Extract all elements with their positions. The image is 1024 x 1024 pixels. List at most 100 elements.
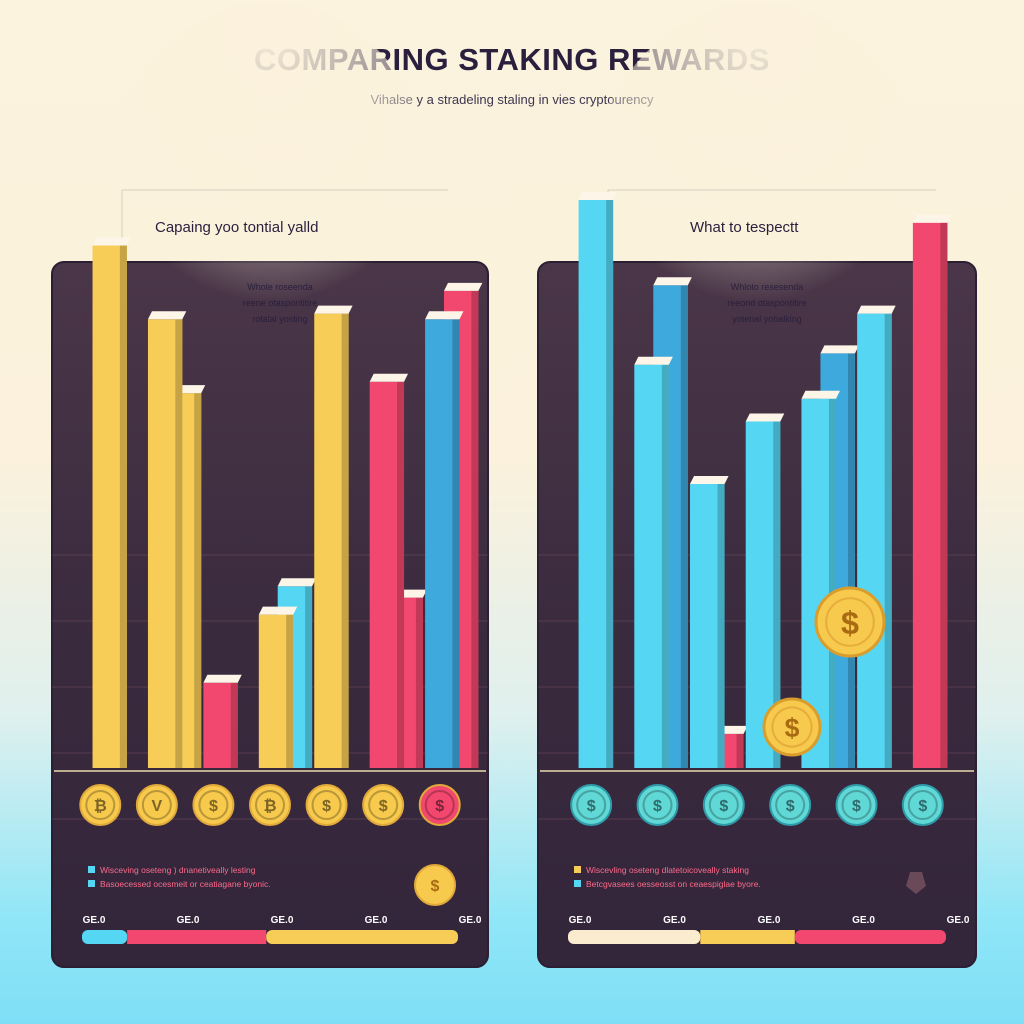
bar-series-1-side xyxy=(661,364,669,768)
left-chart-panel: Capaing yoo tontial yalld Whole roseenda r… xyxy=(51,2,489,968)
chart-note-line: Whloto resesenda xyxy=(731,282,804,292)
bar-series-2-top xyxy=(277,578,317,587)
bar-series-2-side xyxy=(415,597,423,768)
bar-series-1-side xyxy=(286,614,294,768)
axis-tick-label: GE.0 xyxy=(569,915,592,926)
coin-icon-ring xyxy=(424,790,455,820)
stacked-bar-segment xyxy=(127,930,267,944)
legend-swatch xyxy=(88,880,95,887)
axis-tick-label: GE.0 xyxy=(365,915,388,926)
coin-icon-ring xyxy=(642,790,673,820)
baseline xyxy=(540,770,974,772)
coin-symbol: V xyxy=(152,798,163,815)
coin-symbol: $ xyxy=(719,798,728,815)
coin-symbol: $ xyxy=(918,798,927,815)
coin-symbol: $ xyxy=(653,798,662,815)
bar-series-1-top xyxy=(634,356,673,365)
coin-icon-ring xyxy=(576,790,607,820)
axis-tick-label: GE.0 xyxy=(758,915,781,926)
bar-series-1-top xyxy=(857,305,896,314)
bar-series-1-side xyxy=(773,421,781,768)
dollar-coin-symbol: $ xyxy=(431,878,440,895)
legend-swatch xyxy=(574,866,581,873)
bar-series-1-top xyxy=(578,192,618,200)
chart-note-line: Whole roseenda xyxy=(247,282,313,292)
stacked-bar-segment xyxy=(794,930,946,944)
bar-series-1-side xyxy=(940,222,948,769)
coin-icon-ring xyxy=(141,790,172,820)
chart-note-line: yotenal yobalking xyxy=(732,314,802,324)
coin-icon-ring xyxy=(708,790,739,820)
stacked-bar-segment xyxy=(700,930,795,944)
coin-symbol: ₿ xyxy=(94,797,107,815)
stacked-bar-segment xyxy=(568,930,701,944)
bar-series-2-side xyxy=(736,733,744,768)
floating-coin-symbol: $ xyxy=(785,713,800,743)
dollar-coin-icon xyxy=(414,864,456,906)
coin-symbol: $ xyxy=(209,798,218,815)
chart-title: What to tespectt xyxy=(690,219,799,236)
stacked-bar-segment xyxy=(266,930,458,944)
bar-series-1-top xyxy=(314,305,353,314)
bar-series-1-top xyxy=(147,311,187,320)
bar-series-1-side xyxy=(828,398,836,768)
legend-item: Wiscevling oseteng dlatetoicoveally stak… xyxy=(586,865,749,875)
axis-tick-label: GE.0 xyxy=(177,915,200,926)
coin-symbol: $ xyxy=(786,798,795,815)
coin-symbol: ₿ xyxy=(263,797,276,815)
bar-series-1-top xyxy=(92,237,131,246)
axis-tick-label: GE.0 xyxy=(663,915,686,926)
axis-tick-label: GE.0 xyxy=(83,915,106,926)
bar-series-2-top xyxy=(820,345,859,354)
legend-item: Betcgvasees oesseosst on ceaespiglae byo… xyxy=(586,879,761,889)
stacked-bar-segment xyxy=(82,930,128,944)
coin-icon-ring xyxy=(311,790,342,820)
bar-series-1-top xyxy=(203,674,242,683)
bar-series-2-top xyxy=(444,282,483,291)
bar-series-2-side xyxy=(847,353,855,768)
bar-series-2-side xyxy=(471,290,479,768)
brand-mark-icon xyxy=(906,872,926,894)
bar-series-1-side xyxy=(175,319,183,768)
bar-series-1-side xyxy=(884,313,892,768)
coin-icon-ring xyxy=(198,790,229,820)
coin-symbol: $ xyxy=(435,798,444,815)
coin-symbol: $ xyxy=(379,798,388,815)
bar-series-2-top xyxy=(653,277,692,286)
floating-coin-ring xyxy=(771,706,813,748)
chart-title: Capaing yoo tontial yalld xyxy=(155,219,318,236)
legend-item: Basoecessed ocesmeit or ceatiagane byoni… xyxy=(100,879,271,889)
bar-series-2-side xyxy=(194,393,202,768)
coin-symbol: $ xyxy=(587,798,596,815)
coin-icon-ring xyxy=(368,790,399,820)
chart-note-line: rotalal yosting xyxy=(252,314,308,324)
bar-series-1-side xyxy=(397,381,405,768)
bar-series-1-top xyxy=(258,606,298,615)
bar-series-1-side xyxy=(717,484,725,768)
bar-series-1-top xyxy=(690,476,729,484)
bar-series-1-side xyxy=(606,200,614,768)
bar-series-2-side xyxy=(305,586,313,768)
legend-swatch xyxy=(88,866,95,873)
page-subtitle: Vihalse y a stradeling staling in vies c… xyxy=(370,92,654,107)
coin-icon-ring xyxy=(255,790,285,820)
coin-icon-ring xyxy=(775,790,806,820)
coin-icon-ring xyxy=(841,790,872,820)
bar-series-1-top xyxy=(912,214,952,223)
bar-series-1-top xyxy=(745,413,785,422)
legend-item: Wisceving oseteng ) dnanetiveally lestin… xyxy=(100,865,256,875)
bar-series-1-side xyxy=(341,313,349,768)
axis-tick-label: GE.0 xyxy=(459,915,482,926)
axis-tick-label: GE.0 xyxy=(947,915,970,926)
bar-series-1-side xyxy=(119,245,127,768)
coin-icon-ring xyxy=(907,790,938,820)
legend-swatch xyxy=(574,880,581,887)
axis-tick-label: GE.0 xyxy=(852,915,875,926)
bar-series-1-top xyxy=(369,373,409,382)
floating-coin-symbol: $ xyxy=(841,605,859,641)
bar-series-1-side xyxy=(230,682,238,768)
floating-coin-ring xyxy=(825,597,875,647)
bar-series-2-side xyxy=(680,285,688,768)
bar-series-1-side xyxy=(452,319,460,768)
